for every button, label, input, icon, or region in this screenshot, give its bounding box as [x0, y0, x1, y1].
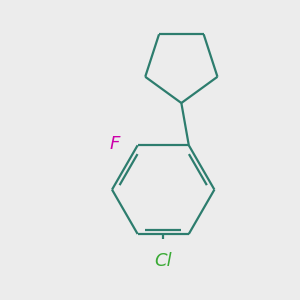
Text: F: F: [109, 135, 119, 153]
Text: Cl: Cl: [154, 252, 172, 270]
